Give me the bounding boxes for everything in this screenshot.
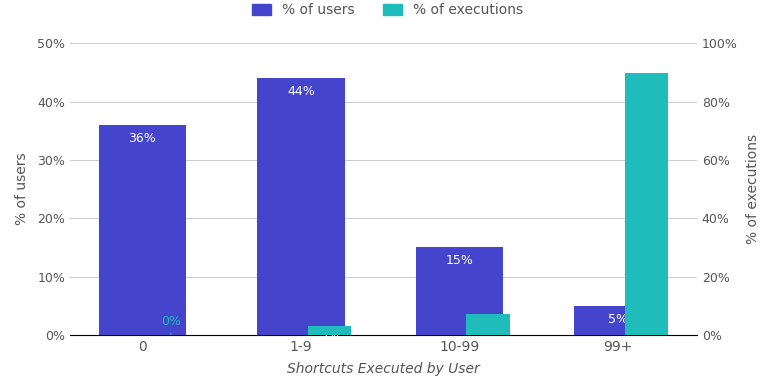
Bar bbox=[308, 326, 351, 335]
Bar bbox=[625, 73, 669, 335]
Bar bbox=[467, 314, 510, 335]
Legend: % of users, % of executions: % of users, % of executions bbox=[247, 0, 528, 22]
Bar bbox=[574, 306, 662, 335]
Y-axis label: % of executions: % of executions bbox=[746, 134, 760, 244]
Text: 36%: 36% bbox=[129, 132, 157, 145]
Bar bbox=[257, 79, 345, 335]
Text: 90%: 90% bbox=[632, 81, 660, 94]
Text: 15%: 15% bbox=[446, 255, 474, 267]
Bar bbox=[416, 248, 503, 335]
Text: 5%: 5% bbox=[608, 313, 628, 326]
Bar bbox=[98, 125, 186, 335]
Text: 3%: 3% bbox=[319, 329, 339, 342]
Text: 44%: 44% bbox=[287, 85, 315, 99]
Y-axis label: % of users: % of users bbox=[15, 153, 29, 226]
X-axis label: Shortcuts Executed by User: Shortcuts Executed by User bbox=[288, 362, 480, 376]
Text: 7%: 7% bbox=[478, 317, 498, 330]
Text: 0%: 0% bbox=[161, 314, 181, 335]
